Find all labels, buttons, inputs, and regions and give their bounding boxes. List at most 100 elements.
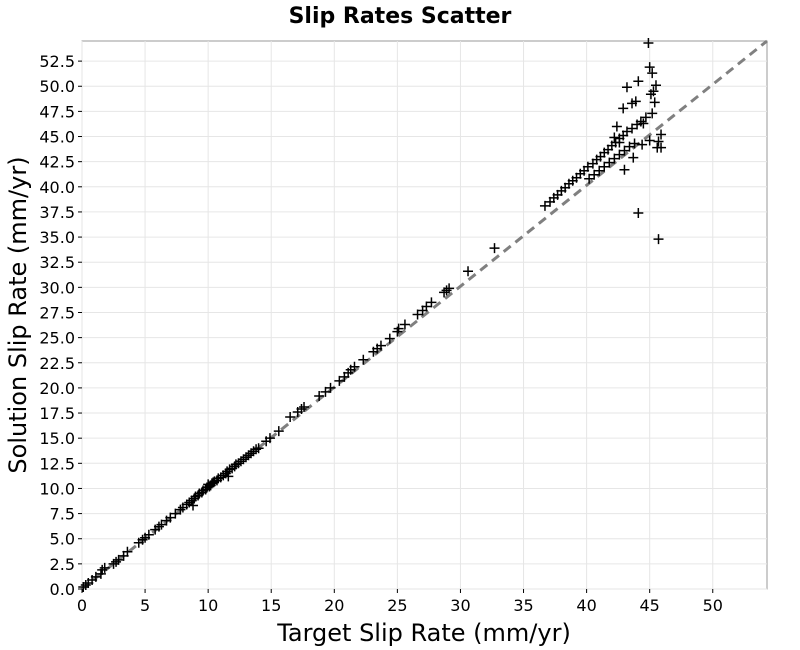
data-points [78, 38, 667, 592]
data-point [165, 512, 176, 523]
data-point [137, 534, 148, 545]
x-axis-ticks: 0 5 10 15 20 25 30 35 40 45 50 [77, 589, 723, 615]
y-tick-label: 35.0 [39, 228, 75, 247]
y-tick-label: 12.5 [39, 454, 75, 473]
data-point [230, 459, 241, 470]
x-tick-label: 30 [450, 596, 470, 615]
data-point [647, 68, 658, 79]
data-point [609, 132, 620, 143]
data-point [224, 464, 235, 475]
data-point [253, 443, 264, 454]
data-point [251, 444, 262, 455]
data-point [594, 165, 605, 176]
data-point [426, 297, 437, 308]
x-tick-label: 40 [576, 596, 596, 615]
data-point [153, 521, 164, 532]
y-tick-label: 47.5 [39, 102, 75, 121]
y-tick-label: 27.5 [39, 303, 75, 322]
data-point [439, 287, 450, 298]
data-point [393, 323, 404, 334]
data-point [181, 499, 192, 510]
data-point [213, 473, 224, 484]
data-point [444, 283, 455, 294]
data-point [653, 234, 664, 245]
data-point [299, 402, 310, 413]
data-point [649, 97, 660, 108]
data-point [170, 508, 181, 519]
data-point [358, 354, 369, 365]
x-tick-label: 0 [77, 596, 87, 615]
data-point [412, 309, 423, 320]
y-tick-label: 0.0 [50, 580, 75, 599]
data-point [349, 361, 360, 372]
data-point [644, 135, 655, 146]
data-point [111, 556, 122, 567]
data-point [643, 38, 654, 49]
x-tick-label: 45 [639, 596, 659, 615]
data-point [629, 138, 640, 149]
data-point [621, 126, 632, 137]
data-point [539, 200, 550, 211]
grid-lines-overlay [81, 41, 767, 590]
data-point [489, 243, 500, 254]
data-point [325, 382, 336, 393]
data-point [614, 149, 625, 160]
data-point [156, 519, 167, 530]
data-point [628, 152, 639, 163]
x-tick-label: 15 [261, 596, 281, 615]
data-point [648, 86, 659, 97]
data-point [584, 173, 595, 184]
y-tick-label: 37.5 [39, 203, 75, 222]
x-tick-label: 10 [198, 596, 218, 615]
data-point [640, 112, 651, 123]
data-point [609, 153, 620, 164]
data-point [113, 554, 124, 565]
x-tick-label: 50 [703, 596, 723, 615]
y-tick-label: 45.0 [39, 128, 75, 147]
data-point [238, 454, 249, 465]
data-point [143, 529, 154, 540]
y-axis-label: Solution Slip Rate (mm/yr) [4, 156, 32, 473]
data-point [399, 319, 410, 330]
data-point [222, 466, 233, 477]
data-point [296, 404, 307, 415]
y-tick-label: 30.0 [39, 278, 75, 297]
data-point [215, 472, 226, 483]
data-point [599, 161, 610, 172]
x-tick-label: 20 [324, 596, 344, 615]
data-point [108, 558, 119, 569]
data-point [618, 103, 629, 114]
data-point [78, 581, 89, 592]
data-point [90, 571, 101, 582]
y-tick-label: 5.0 [50, 530, 75, 549]
y-tick-label: 50.0 [39, 77, 75, 96]
data-point [627, 123, 638, 134]
data-point [647, 108, 658, 119]
data-point [264, 433, 275, 444]
data-point [633, 76, 644, 87]
data-point [285, 412, 296, 423]
x-tick-label: 25 [387, 596, 407, 615]
data-point [99, 562, 110, 573]
data-point [206, 478, 217, 489]
data-point [314, 390, 325, 401]
data-point [637, 139, 648, 150]
y-tick-label: 40.0 [39, 178, 75, 197]
y-tick-label: 10.0 [39, 479, 75, 498]
data-point [633, 207, 644, 218]
y-tick-label: 25.0 [39, 329, 75, 348]
data-point [175, 504, 186, 515]
data-point [635, 116, 646, 127]
data-point [80, 579, 91, 590]
y-tick-label: 7.5 [50, 505, 75, 524]
chart-title: Slip Rates Scatter [289, 4, 512, 29]
data-point [624, 141, 635, 152]
reference-line [81, 39, 768, 591]
data-point [441, 285, 452, 296]
data-point [334, 375, 345, 386]
data-point [463, 266, 474, 277]
data-point [243, 450, 254, 461]
y-tick-label: 32.5 [39, 253, 75, 272]
data-point [656, 142, 667, 153]
data-point [188, 500, 199, 511]
